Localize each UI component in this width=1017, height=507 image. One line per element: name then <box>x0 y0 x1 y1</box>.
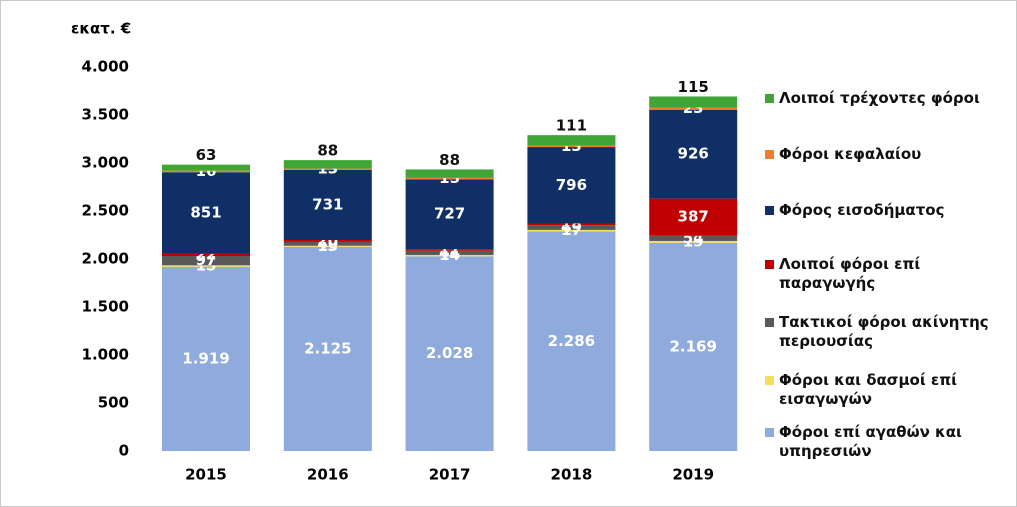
y-tick-label: 2.500 <box>82 202 129 220</box>
legend-entry: Φόροι και δασμοί επί εισαγωγών <box>765 371 1004 409</box>
bar-segment <box>405 256 494 451</box>
legend-entry: Φόρος εισοδήματος <box>765 201 1004 220</box>
data-label: 727 <box>434 205 465 223</box>
x-tick-label: 2016 <box>307 466 349 484</box>
legend-swatch <box>765 428 774 437</box>
bar-segment <box>283 168 372 170</box>
bar-segment <box>283 241 372 246</box>
unit-label: εκατ. € <box>71 20 131 38</box>
bar-segment <box>283 239 372 242</box>
x-tick-label: 2019 <box>672 466 714 484</box>
legend-label: Λοιποί φόροι επί παραγωγής <box>779 255 921 292</box>
bar-segment <box>649 107 738 110</box>
data-label: 63 <box>196 146 217 164</box>
y-tick-label: 3.500 <box>82 106 129 124</box>
x-tick-label: 2017 <box>429 466 471 484</box>
y-tick-label: 3.000 <box>82 154 129 172</box>
data-label: 2.169 <box>669 337 716 355</box>
bar-segment <box>162 256 250 266</box>
legend-swatch <box>765 94 774 103</box>
data-label: 1.919 <box>182 349 229 367</box>
legend-entry: Φόροι κεφαλαίου <box>765 145 1004 164</box>
legend-entry: Λοιποί τρέχοντες φόροι <box>765 89 1004 108</box>
data-label: 2.286 <box>548 332 595 350</box>
data-label: 2.125 <box>304 340 351 358</box>
legend-swatch <box>765 260 774 269</box>
y-tick-label: 500 <box>98 394 129 412</box>
bar-segment <box>527 223 616 226</box>
bar-segment <box>405 250 494 255</box>
bar-segment <box>162 170 250 173</box>
bar-segment <box>283 245 372 247</box>
y-tick-label: 4.000 <box>82 58 129 76</box>
bar-segment <box>649 109 738 199</box>
bar-segment <box>649 242 738 451</box>
data-label: 2.028 <box>426 344 473 362</box>
data-label: 115 <box>678 78 709 96</box>
data-label: 796 <box>556 176 587 194</box>
legend-swatch <box>765 206 774 215</box>
bar-segment <box>405 177 494 180</box>
y-tick-label: 1.000 <box>82 346 129 364</box>
legend-label: Φόροι και δασμοί επί εισαγωγών <box>779 371 957 408</box>
bar-segment <box>283 160 372 169</box>
bar-segment <box>649 235 738 241</box>
legend-swatch <box>765 150 774 159</box>
bar-segment <box>162 164 250 171</box>
legend-entry: Λοιποί φόροι επί παραγωγής <box>765 255 1004 293</box>
x-tick-label: 2015 <box>185 466 227 484</box>
bar-segment <box>162 265 250 267</box>
y-tick-label: 2.000 <box>82 250 129 268</box>
bar-segment <box>283 247 372 451</box>
bar-segment <box>162 266 250 451</box>
bar-segment <box>527 231 616 451</box>
bar-segment <box>405 249 494 251</box>
legend-label: Φόροι επί αγαθών και υπηρεσιών <box>779 423 962 460</box>
x-tick-label: 2018 <box>551 466 593 484</box>
bar-segment <box>162 172 250 254</box>
legend-swatch <box>765 318 774 327</box>
bar-segment <box>527 225 616 230</box>
legend-label: Φόροι κεφαλαίου <box>779 145 922 163</box>
legend-label: Φόρος εισοδήματος <box>779 201 945 219</box>
legend-label: Λοιποί τρέχοντες φόροι <box>779 89 980 107</box>
data-label: 88 <box>439 151 460 169</box>
bar-segment <box>283 169 372 240</box>
bar-segment <box>527 135 616 146</box>
bar-segment <box>405 254 494 257</box>
data-label: 88 <box>317 142 338 160</box>
bar-segment <box>649 198 738 236</box>
y-tick-label: 1.500 <box>82 298 129 316</box>
legend-entry: Τακτικοί φόροι ακίνητης περιουσίας <box>765 313 1004 351</box>
bar-segment <box>527 145 616 148</box>
data-label: 387 <box>678 208 709 226</box>
legend-swatch <box>765 376 774 385</box>
bar-segment <box>405 179 494 250</box>
y-tick-label: 0 <box>119 442 129 460</box>
legend-label: Τακτικοί φόροι ακίνητης περιουσίας <box>779 313 989 350</box>
data-label: 111 <box>556 117 587 135</box>
data-label: 731 <box>312 195 343 213</box>
bar-segment <box>405 169 494 178</box>
bar-segment <box>527 229 616 232</box>
data-label: 926 <box>678 145 709 163</box>
data-label: 851 <box>190 204 221 222</box>
legend-entry: Φόροι επί αγαθών και υπηρεσιών <box>765 423 1004 461</box>
bar-segment <box>527 147 616 224</box>
bar-segment <box>162 253 250 257</box>
bar-segment <box>649 240 738 243</box>
bar-segment <box>649 96 738 108</box>
